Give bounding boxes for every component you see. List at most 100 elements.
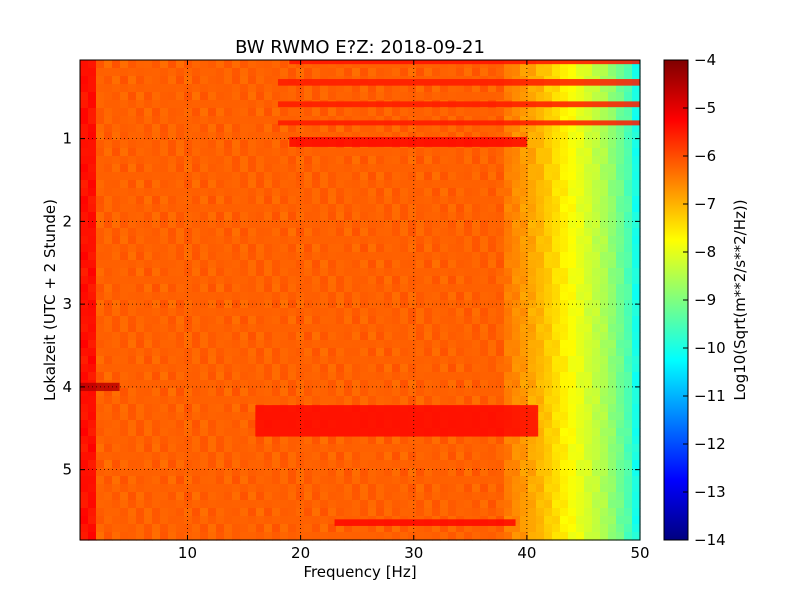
heatmap-cell: [464, 108, 473, 117]
heatmap-cell: [616, 132, 625, 141]
heatmap-cell: [456, 124, 465, 133]
heatmap-cell: [560, 404, 569, 413]
heatmap-cell: [304, 348, 313, 357]
heatmap-cell: [512, 364, 521, 373]
heatmap-cell: [320, 444, 329, 453]
heatmap-cell: [96, 148, 105, 157]
heatmap-cell: [176, 156, 185, 165]
heatmap-cell: [88, 420, 97, 429]
heatmap-cell: [160, 348, 169, 357]
heatmap-cell: [168, 380, 177, 389]
heatmap-cell: [504, 492, 513, 501]
heatmap-cell: [464, 484, 473, 493]
heatmap-cell: [248, 260, 257, 269]
heatmap-cell: [528, 308, 537, 317]
heatmap-cell: [472, 116, 481, 125]
heatmap-cell: [536, 452, 545, 461]
heatmap-cell: [184, 108, 193, 117]
heatmap-cell: [592, 420, 601, 429]
heatmap-cell: [552, 364, 561, 373]
heatmap-cell: [528, 268, 537, 277]
heatmap-cell: [192, 380, 201, 389]
heatmap-cell: [616, 364, 625, 373]
heatmap-cell: [112, 68, 121, 77]
heatmap-cell: [320, 484, 329, 493]
heatmap-cell: [424, 196, 433, 205]
heatmap-cell: [544, 268, 553, 277]
heatmap-cell: [624, 396, 633, 405]
heatmap-cell: [256, 172, 265, 181]
heatmap-cell: [416, 132, 425, 141]
heatmap-cell: [416, 124, 425, 133]
heatmap-cell: [160, 92, 169, 101]
heatmap-cell: [304, 260, 313, 269]
heatmap-cell: [368, 244, 377, 253]
heatmap-cell: [168, 188, 177, 197]
heatmap-cell: [520, 260, 529, 269]
heatmap-cell: [360, 244, 369, 253]
heatmap-cell: [576, 276, 585, 285]
heatmap-cell: [264, 260, 273, 269]
heatmap-cell: [136, 268, 145, 277]
heatmap-cell: [192, 444, 201, 453]
heatmap-cell: [120, 468, 129, 477]
heatmap-cell: [320, 532, 329, 541]
heatmap-cell: [184, 172, 193, 181]
heatmap-cell: [184, 148, 193, 157]
heatmap-cell: [168, 148, 177, 157]
heatmap-cell: [432, 164, 441, 173]
heatmap-cell: [560, 348, 569, 357]
heatmap-cell: [392, 116, 401, 125]
heatmap-cell: [384, 492, 393, 501]
heatmap-cell: [560, 428, 569, 437]
heatmap-cell: [424, 212, 433, 221]
heatmap-cell: [256, 220, 265, 229]
heatmap-cell: [144, 220, 153, 229]
heatmap-cell: [456, 84, 465, 93]
heatmap-cell: [248, 68, 257, 77]
heatmap-cell: [152, 460, 161, 469]
heatmap-cell: [104, 108, 113, 117]
heatmap-cell: [160, 68, 169, 77]
heatmap-cell: [136, 252, 145, 261]
heatmap-cell: [136, 116, 145, 125]
heatmap-cell: [80, 492, 89, 501]
heatmap-cell: [352, 60, 361, 69]
heatmap-cell: [624, 60, 633, 69]
heatmap-cell: [464, 116, 473, 125]
heatmap-cell: [536, 404, 545, 413]
heatmap-cell: [568, 308, 577, 317]
heatmap-cell: [160, 404, 169, 413]
heatmap-cell: [608, 268, 617, 277]
heatmap-cell: [376, 84, 385, 93]
heatmap-cell: [568, 492, 577, 501]
heatmap-cell: [408, 492, 417, 501]
heatmap-cell: [200, 220, 209, 229]
heatmap-cell: [520, 324, 529, 333]
heatmap-cell: [328, 452, 337, 461]
heatmap-cell: [280, 356, 289, 365]
heatmap-cell: [248, 100, 257, 109]
heatmap-cell: [192, 260, 201, 269]
heatmap-cell: [416, 308, 425, 317]
heatmap-cell: [368, 132, 377, 141]
heatmap-cell: [520, 108, 529, 117]
heatmap-cell: [392, 308, 401, 317]
heatmap-cell: [408, 188, 417, 197]
heatmap-cell: [312, 316, 321, 325]
heatmap-cell: [480, 388, 489, 397]
heatmap-cell: [360, 124, 369, 133]
heatmap-cell: [368, 156, 377, 165]
heatmap-cell: [256, 132, 265, 141]
heatmap-cell: [80, 68, 89, 77]
heatmap-cell: [168, 404, 177, 413]
heatmap-cell: [104, 364, 113, 373]
heatmap-cell: [584, 340, 593, 349]
heatmap-cell: [216, 388, 225, 397]
heatmap-cell: [624, 452, 633, 461]
heatmap-cell: [456, 148, 465, 157]
heatmap-cell: [272, 316, 281, 325]
heatmap-cell: [504, 244, 513, 253]
heatmap-cell: [464, 156, 473, 165]
heatmap-cell: [208, 260, 217, 269]
